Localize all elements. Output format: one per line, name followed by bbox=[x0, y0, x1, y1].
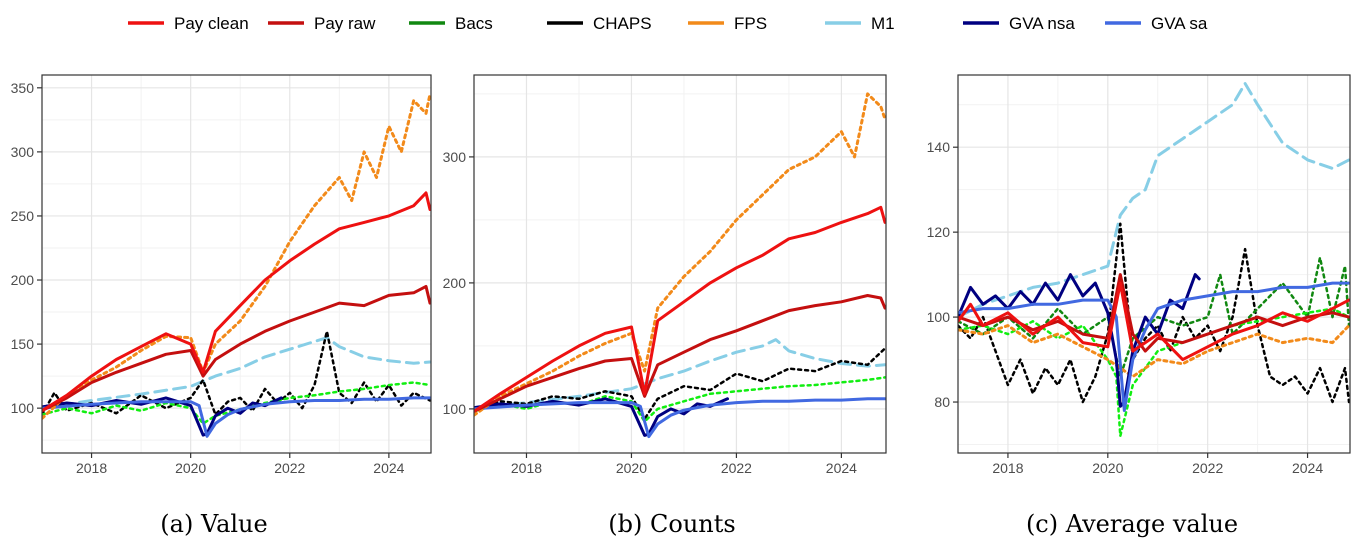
legend-item-gva-sa: GVA sa bbox=[1105, 14, 1208, 33]
legend-item-fps: FPS bbox=[688, 14, 767, 33]
series-line-bacs bbox=[42, 381, 431, 425]
x-tick-label: 2024 bbox=[373, 460, 404, 476]
legend-label-chaps: CHAPS bbox=[593, 14, 652, 33]
y-tick-label: 80 bbox=[934, 394, 950, 410]
legend-item-bacs: Bacs bbox=[409, 14, 493, 33]
plot-background bbox=[42, 75, 431, 453]
series-line-pay-raw bbox=[42, 284, 431, 413]
legend-label-m1: M1 bbox=[871, 14, 895, 33]
gridlines bbox=[42, 75, 431, 453]
panel-caption: (c) Average value bbox=[1026, 510, 1238, 538]
y-tick-label: 200 bbox=[11, 272, 35, 288]
x-tick-label: 2022 bbox=[274, 460, 305, 476]
y-tick-label: 150 bbox=[11, 336, 35, 352]
y-tick-label: 300 bbox=[11, 144, 35, 160]
series-line-pay-clean bbox=[42, 191, 431, 413]
legend-label-gva-nsa: GVA nsa bbox=[1009, 14, 1075, 33]
series-line-chaps bbox=[958, 222, 1350, 404]
panel-average-value: 2018 2020 2022 2024 80 100 120 140 (c) Average v… bbox=[927, 74, 1351, 538]
plot-background bbox=[474, 75, 886, 453]
x-tick-label: 2020 bbox=[1092, 460, 1123, 476]
y-tick-label: 120 bbox=[927, 224, 951, 240]
series-line-fps bbox=[958, 324, 1350, 379]
panel-border bbox=[41, 74, 432, 454]
x-tick-label: 2018 bbox=[511, 460, 542, 476]
x-tick-label: 2020 bbox=[616, 460, 647, 476]
panel-border bbox=[957, 74, 1351, 454]
y-tick-label: 350 bbox=[11, 80, 35, 96]
legend-label-pay-clean: Pay clean bbox=[174, 14, 249, 33]
legend-item-chaps: CHAPS bbox=[547, 14, 652, 33]
legend-item-pay-clean: Pay clean bbox=[128, 14, 249, 33]
legend: Pay clean Pay raw Bacs CHAPS FPS M1 GVA nsa GVA… bbox=[128, 14, 1208, 33]
series-line-pay-clean bbox=[958, 281, 1350, 362]
axes: 2018 2020 2022 2024 100 150 200 250 300 350 bbox=[11, 80, 405, 476]
series-group bbox=[958, 82, 1350, 438]
series-line-gva-nsa bbox=[958, 273, 1201, 408]
y-tick-label: 300 bbox=[443, 149, 467, 165]
panel-border bbox=[473, 74, 887, 454]
series-line-fps bbox=[474, 92, 886, 417]
legend-label-pay-raw: Pay raw bbox=[314, 14, 376, 33]
plot-background bbox=[958, 75, 1350, 453]
x-tick-label: 2024 bbox=[826, 460, 857, 476]
series-line-chaps bbox=[474, 347, 886, 421]
legend-item-gva-nsa: GVA nsa bbox=[963, 14, 1075, 33]
panel-value: 2018 2020 2022 2024 100 150 200 250 300 350 (a) Va… bbox=[11, 74, 432, 538]
y-tick-label: 100 bbox=[443, 401, 467, 417]
panel-caption: (a) Value bbox=[160, 510, 267, 538]
x-tick-label: 2020 bbox=[175, 460, 206, 476]
series-line-bacs-counts-adj bbox=[958, 307, 1350, 438]
y-tick-label: 250 bbox=[11, 208, 35, 224]
series-line-chaps bbox=[42, 330, 431, 416]
y-tick-label: 200 bbox=[443, 275, 467, 291]
legend-item-m1: M1 bbox=[825, 14, 895, 33]
series-line-gva-sa bbox=[474, 397, 886, 439]
x-tick-label: 2022 bbox=[1192, 460, 1223, 476]
series-line-fps bbox=[42, 92, 431, 420]
legend-label-fps: FPS bbox=[734, 14, 767, 33]
series-line-pay-clean bbox=[474, 205, 886, 413]
y-tick-label: 100 bbox=[11, 400, 35, 416]
x-tick-label: 2022 bbox=[721, 460, 752, 476]
gridlines bbox=[474, 75, 886, 453]
legend-label-gva-sa: GVA sa bbox=[1151, 14, 1208, 33]
axes: 2018 2020 2022 2024 80 100 120 140 bbox=[927, 139, 1324, 476]
x-tick-label: 2018 bbox=[76, 460, 107, 476]
y-tick-label: 140 bbox=[927, 139, 951, 155]
series-line-m1 bbox=[958, 82, 1350, 319]
panel-counts: 2018 2020 2022 2024 100 200 300 (b) Counts bbox=[443, 74, 887, 538]
legend-item-pay-raw: Pay raw bbox=[268, 14, 376, 33]
series-line-pay-raw bbox=[958, 273, 1350, 353]
series-line-pay-raw bbox=[474, 294, 886, 413]
axes: 2018 2020 2022 2024 100 200 300 bbox=[443, 149, 858, 476]
x-tick-label: 2024 bbox=[1292, 460, 1323, 476]
y-tick-label: 100 bbox=[927, 309, 951, 325]
series-line-gva-sa bbox=[42, 396, 431, 438]
panel-caption: (b) Counts bbox=[608, 510, 735, 538]
series-line-m1 bbox=[42, 336, 431, 410]
series-group bbox=[474, 92, 886, 439]
x-tick-label: 2018 bbox=[992, 460, 1023, 476]
legend-label-bacs: Bacs bbox=[455, 14, 493, 33]
series-group bbox=[42, 92, 431, 438]
